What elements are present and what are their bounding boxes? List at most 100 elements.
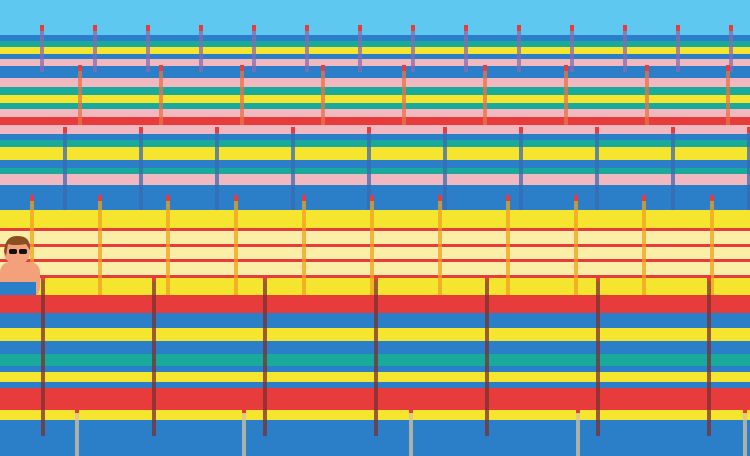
pole-tip [305,25,309,31]
windbreak-stripe [0,210,750,228]
pole-tip [139,127,143,133]
pole-tip [574,195,578,201]
windbreak-stripe [0,87,750,95]
windbreak-pole [464,30,468,78]
windbreak-pole [576,412,580,456]
windbreak-stripe [0,117,750,125]
pole-tip [374,275,378,281]
windbreak-pole [40,30,44,78]
windbreak-pole [159,70,163,125]
hair [4,235,31,256]
pole-tip [63,127,67,133]
pole-tip [78,65,82,71]
pole-tip [409,407,413,413]
pole-tip [596,275,600,281]
pole-tip [485,275,489,281]
windbreak-stripe [0,147,750,160]
pole-tip [291,127,295,133]
windbreak-pole [595,132,599,210]
pole-tip [234,195,238,201]
windbreak-pole [671,132,675,210]
pole-tip [321,65,325,71]
windbreak-pole [411,30,415,78]
windbreak-pole [370,200,374,295]
swimsuit [0,282,36,296]
windbreak-stripe [0,244,750,247]
windbreak-stripe [0,78,750,87]
windbreak-stripe [0,259,750,262]
pole-tip [642,195,646,201]
windbreak-pole [215,132,219,210]
pole-tip [367,127,371,133]
windbreak-pole [367,132,371,210]
windbreak-pole [676,30,680,78]
windbreak-pole [302,200,306,295]
pole-tip [595,127,599,133]
pole-tip [40,25,44,31]
pole-tip [98,195,102,201]
pole-tip [506,195,510,201]
windbreak-pole [645,70,649,125]
windbreak-pole [41,280,45,440]
pole-tip [645,65,649,71]
windbreak-pole [166,200,170,295]
windbreak-pole [402,70,406,125]
windbreak-pole [291,132,295,210]
windbreak-pole [707,280,711,440]
windbreak-stripe [0,59,750,66]
windbreak-stripe [0,125,750,134]
windbreak-stripe [0,228,750,231]
windbreak-pole [506,200,510,295]
windbreak-pole [98,200,102,295]
pole-tip [263,275,267,281]
windbreak-stripe [0,66,750,72]
windbreak-stripe [0,160,750,168]
windbreak-pole [240,70,244,125]
windbreak-pole [305,30,309,78]
windbreak-pole [93,30,97,78]
windbreak-stripe [0,174,750,185]
windbreak-stripe [0,247,750,259]
pole-tip [564,65,568,71]
pole-tip [747,127,750,133]
windbreak-pole [234,200,238,295]
windbreak-pole [710,200,714,295]
pole-tip [726,65,730,71]
windbreak-pole [596,280,600,440]
windbreak-pole [409,412,413,456]
pole-tip [443,127,447,133]
pole-tip [576,407,580,413]
sunglasses-right [19,249,27,254]
windbreak-pole [438,200,442,295]
windbreak-pole [623,30,627,78]
pole-tip [517,25,521,31]
pole-tip [240,65,244,71]
pole-tip [411,25,415,31]
windbreak-pole [564,70,568,125]
windbreak-pole [374,280,378,440]
windbreak-stripe [0,436,750,456]
pole-tip [242,407,246,413]
windbreak-stripe [0,47,750,54]
pole-tip [710,195,714,201]
pole-tip [519,127,523,133]
windbreak-stripe [0,41,750,47]
windbreak-pole [642,200,646,295]
pole-tip [483,65,487,71]
pole-tip [671,127,675,133]
pole-tip [166,195,170,201]
pole-tip [402,65,406,71]
pole-tip [358,25,362,31]
windbreak-pole [63,132,67,210]
pole-tip [570,25,574,31]
pole-tip [729,25,733,31]
windbreak-pole [152,280,156,440]
windbreak-pole [729,30,733,78]
windbreak-stripe [0,134,750,140]
windbreak-stripe [0,231,750,244]
pole-tip [30,195,34,201]
pole-tip [41,275,45,281]
pole-tip [75,407,79,413]
